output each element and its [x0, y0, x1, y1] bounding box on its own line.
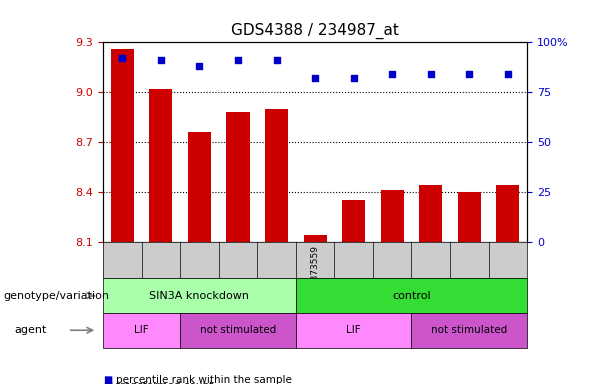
Bar	[111, 49, 134, 242]
Text: GSM873559: GSM873559	[310, 245, 320, 300]
Text: transformed count: transformed count	[116, 381, 213, 384]
Text: ■: ■	[103, 381, 112, 384]
Title: GDS4388 / 234987_at: GDS4388 / 234987_at	[231, 23, 399, 40]
Text: SIN3A knockdown: SIN3A knockdown	[150, 291, 250, 301]
Point	[195, 63, 204, 69]
Text: percentile rank within the sample: percentile rank within the sample	[116, 375, 292, 384]
Bar	[419, 185, 442, 242]
Point	[349, 75, 358, 81]
Bar	[380, 190, 404, 242]
Point	[156, 57, 166, 63]
Bar	[342, 200, 365, 242]
Point	[503, 71, 512, 77]
Text: not stimulated: not stimulated	[200, 325, 276, 335]
Text: agent: agent	[15, 325, 47, 335]
Text: control: control	[392, 291, 431, 301]
Text: LIF: LIF	[346, 325, 361, 335]
Point	[388, 71, 397, 77]
Bar	[188, 132, 211, 242]
Bar	[150, 89, 173, 242]
Bar	[265, 109, 288, 242]
Text: not stimulated: not stimulated	[431, 325, 508, 335]
Point	[465, 71, 474, 77]
Point	[310, 75, 320, 81]
Bar	[303, 235, 327, 242]
Bar	[226, 112, 250, 242]
Text: genotype/variation: genotype/variation	[3, 291, 109, 301]
Point	[233, 57, 243, 63]
Point	[272, 57, 282, 63]
Bar	[458, 192, 481, 242]
Bar	[497, 185, 519, 242]
Point	[118, 55, 127, 61]
Text: ■: ■	[103, 375, 112, 384]
Text: LIF: LIF	[134, 325, 149, 335]
Point	[426, 71, 435, 77]
